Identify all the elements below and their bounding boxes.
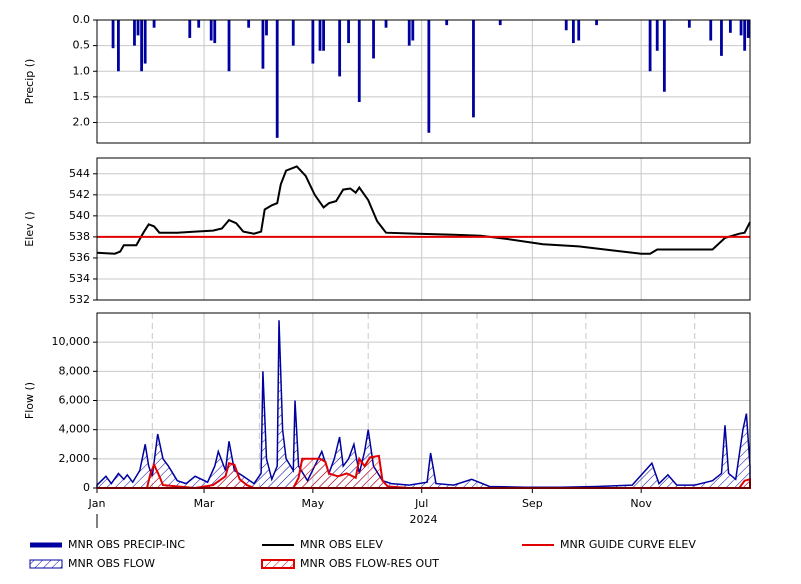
bar	[655, 20, 659, 51]
plot-frame	[96, 157, 751, 301]
bar	[133, 20, 136, 46]
x-axis-label: 2024	[410, 513, 438, 526]
y-tick-label: 0.5	[73, 39, 91, 52]
x-tick-label: Jan	[88, 497, 106, 510]
x-tick-label: Sep	[522, 497, 543, 510]
bar	[687, 20, 691, 28]
y-tick-label: 0	[83, 481, 90, 494]
bar	[571, 20, 575, 44]
x-tick-label: May	[302, 497, 325, 510]
bar	[318, 20, 322, 51]
bar	[143, 20, 147, 64]
bar	[197, 20, 201, 28]
bar	[227, 20, 231, 72]
bar	[188, 20, 192, 38]
bar	[338, 20, 342, 77]
bar	[357, 20, 361, 102]
bar	[743, 20, 747, 51]
bar	[152, 20, 156, 28]
legend-swatch	[261, 559, 295, 569]
bar	[411, 20, 415, 41]
bar	[662, 20, 666, 92]
y-tick-label: 534	[69, 272, 90, 285]
bar	[720, 20, 723, 56]
bar	[372, 20, 375, 59]
bar	[384, 20, 388, 28]
y-axis-label: Flow ()	[23, 382, 36, 419]
legend-label: MNR OBS ELEV	[300, 538, 383, 551]
bar	[311, 20, 315, 64]
x-tick-label: Mar	[194, 497, 215, 510]
x-tick-label: Nov	[630, 497, 652, 510]
bar	[407, 20, 411, 46]
bar	[709, 20, 713, 41]
legend-swatch	[29, 559, 63, 569]
legend-label: MNR OBS PRECIP-INC	[68, 538, 185, 551]
x-tick-label: Jul	[414, 497, 428, 510]
bar	[472, 20, 475, 118]
bar	[739, 20, 743, 36]
y-tick-label: 540	[69, 209, 90, 222]
bar	[140, 20, 144, 72]
y-tick-label: 538	[69, 230, 90, 243]
bar	[291, 20, 295, 46]
y-tick-label: 4,000	[59, 423, 91, 436]
area	[97, 454, 751, 490]
bar	[213, 20, 217, 44]
bar	[577, 20, 581, 41]
bar	[427, 20, 431, 133]
legend-label: MNR GUIDE CURVE ELEV	[560, 538, 696, 551]
bar	[595, 20, 598, 26]
bar	[117, 20, 120, 72]
y-tick-label: 6,000	[59, 394, 91, 407]
bar	[265, 20, 268, 36]
bar	[498, 20, 502, 26]
bar	[209, 20, 213, 41]
y-tick-label: 2.0	[73, 116, 91, 129]
bar	[728, 20, 732, 33]
bar	[648, 20, 652, 72]
y-axis-label: Elev ()	[23, 211, 36, 246]
bar	[347, 20, 350, 44]
y-tick-label: 532	[69, 293, 90, 306]
bar	[261, 20, 265, 69]
bar	[746, 20, 750, 38]
legend-label: MNR OBS FLOW	[68, 557, 155, 570]
y-tick-label: 0.0	[73, 13, 91, 26]
y-tick-label: 544	[69, 167, 90, 180]
y-tick-label: 8,000	[59, 364, 91, 377]
legend-label: MNR OBS FLOW-RES OUT	[300, 557, 439, 570]
bar	[111, 20, 115, 49]
bar	[322, 20, 325, 51]
bar	[136, 20, 140, 36]
bar	[247, 20, 251, 28]
bar	[275, 20, 279, 138]
plot-frame	[96, 312, 751, 489]
y-tick-label: 1.5	[73, 90, 91, 103]
y-tick-label: 10,000	[52, 335, 91, 348]
bar	[564, 20, 568, 31]
y-tick-label: 542	[69, 188, 90, 201]
y-axis-label: Precip ()	[23, 59, 36, 105]
bar	[445, 20, 449, 26]
plot-frame	[96, 19, 751, 144]
y-tick-label: 536	[69, 251, 90, 264]
line	[96, 165, 751, 255]
y-tick-label: 1.0	[73, 64, 91, 77]
y-tick-label: 2,000	[59, 452, 91, 465]
